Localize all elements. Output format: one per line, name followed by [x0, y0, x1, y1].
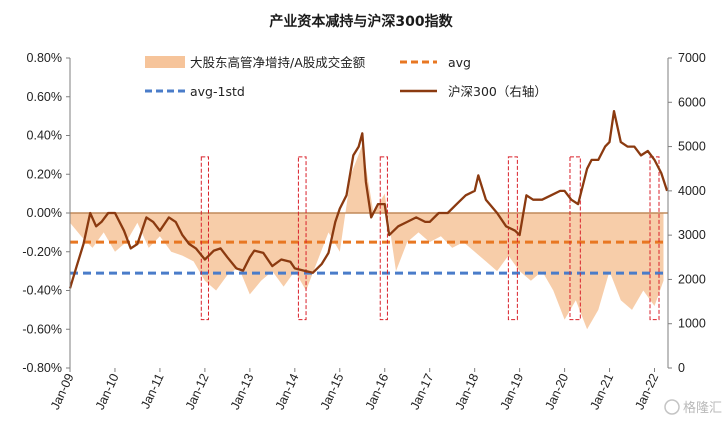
net-increase-area — [70, 145, 664, 330]
right-tick-label: 6000 — [678, 95, 706, 109]
highlight-box-5 — [569, 156, 581, 321]
right-axis-ticks: 7000 6000 5000 4000 3000 2000 1000 0 — [668, 51, 706, 375]
left-tick-label: 0.20% — [27, 167, 62, 181]
right-tick-label: 0 — [678, 361, 685, 375]
left-tick-label: 0.60% — [27, 90, 62, 104]
left-axis-ticks: 0.80% 0.60% 0.40% 0.20% 0.00% -0.20% -0.40% -0.… — [22, 51, 70, 375]
watermark: 格隆汇 — [664, 399, 722, 416]
x-tick-label: Jan-17 — [408, 371, 437, 412]
legend-label-avg: avg — [448, 55, 471, 70]
x-tick-label: Jan-20 — [542, 371, 571, 412]
highlight-boxes-layer — [200, 156, 660, 321]
right-tick-label: 1000 — [678, 317, 706, 331]
left-tick-label: -0.20% — [22, 245, 62, 259]
legend: 大股东高管净增持/A股成交金额 avg avg-1std 沪深300（右轴） — [145, 55, 547, 99]
x-tick-label: Jan-11 — [138, 371, 166, 411]
x-tick-label: Jan-16 — [363, 371, 392, 412]
left-tick-label: -0.60% — [22, 322, 62, 336]
left-tick-label: 0.40% — [27, 129, 62, 143]
right-tick-label: 5000 — [678, 140, 706, 154]
left-tick-label: 0.80% — [27, 51, 62, 65]
csi300-line-layer — [68, 109, 669, 289]
right-tick-label: 4000 — [678, 184, 706, 198]
x-tick-label: Jan-10 — [93, 371, 122, 412]
legend-label-csi300: 沪深300（右轴） — [448, 84, 547, 99]
left-tick-label: 0.00% — [27, 206, 62, 220]
highlight-box-1 — [200, 156, 209, 321]
x-tick-label: Jan-12 — [183, 371, 212, 412]
watermark-text: 格隆汇 — [683, 400, 722, 416]
net-increase-area-layer — [70, 145, 664, 330]
legend-label-avg-1std: avg-1std — [190, 84, 245, 99]
highlight-box-4 — [507, 156, 518, 321]
x-axis-ticks: Jan-09 Jan-10 Jan-11 Jan-12 Jan-13 Jan-14 Jan-… — [48, 368, 661, 412]
highlight-box-6 — [649, 156, 660, 321]
x-tick-label: Jan-22 — [632, 371, 661, 412]
legend-swatch-area — [145, 56, 185, 68]
highlight-box-3 — [379, 156, 388, 321]
right-tick-label: 7000 — [678, 51, 706, 65]
right-tick-label: 3000 — [678, 228, 706, 242]
x-tick-label: Jan-13 — [228, 371, 257, 412]
x-tick-label: Jan-09 — [48, 371, 77, 412]
left-tick-label: -0.80% — [22, 361, 62, 375]
highlight-box-2 — [297, 156, 307, 321]
watermark-logo-icon — [664, 399, 680, 415]
x-tick-label: Jan-21 — [587, 371, 616, 412]
x-tick-label: Jan-15 — [318, 371, 347, 412]
chart-title: 产业资本减持与沪深300指数 — [269, 13, 453, 30]
right-tick-label: 2000 — [678, 272, 706, 286]
x-tick-label: Jan-19 — [497, 371, 526, 412]
legend-label-area: 大股东高管净增持/A股成交金额 — [190, 55, 366, 70]
x-tick-label: Jan-18 — [453, 371, 482, 412]
csi300-line — [68, 109, 669, 289]
x-tick-label: Jan-14 — [273, 371, 302, 412]
reference-lines-layer — [70, 240, 668, 275]
left-tick-label: -0.40% — [22, 284, 62, 298]
